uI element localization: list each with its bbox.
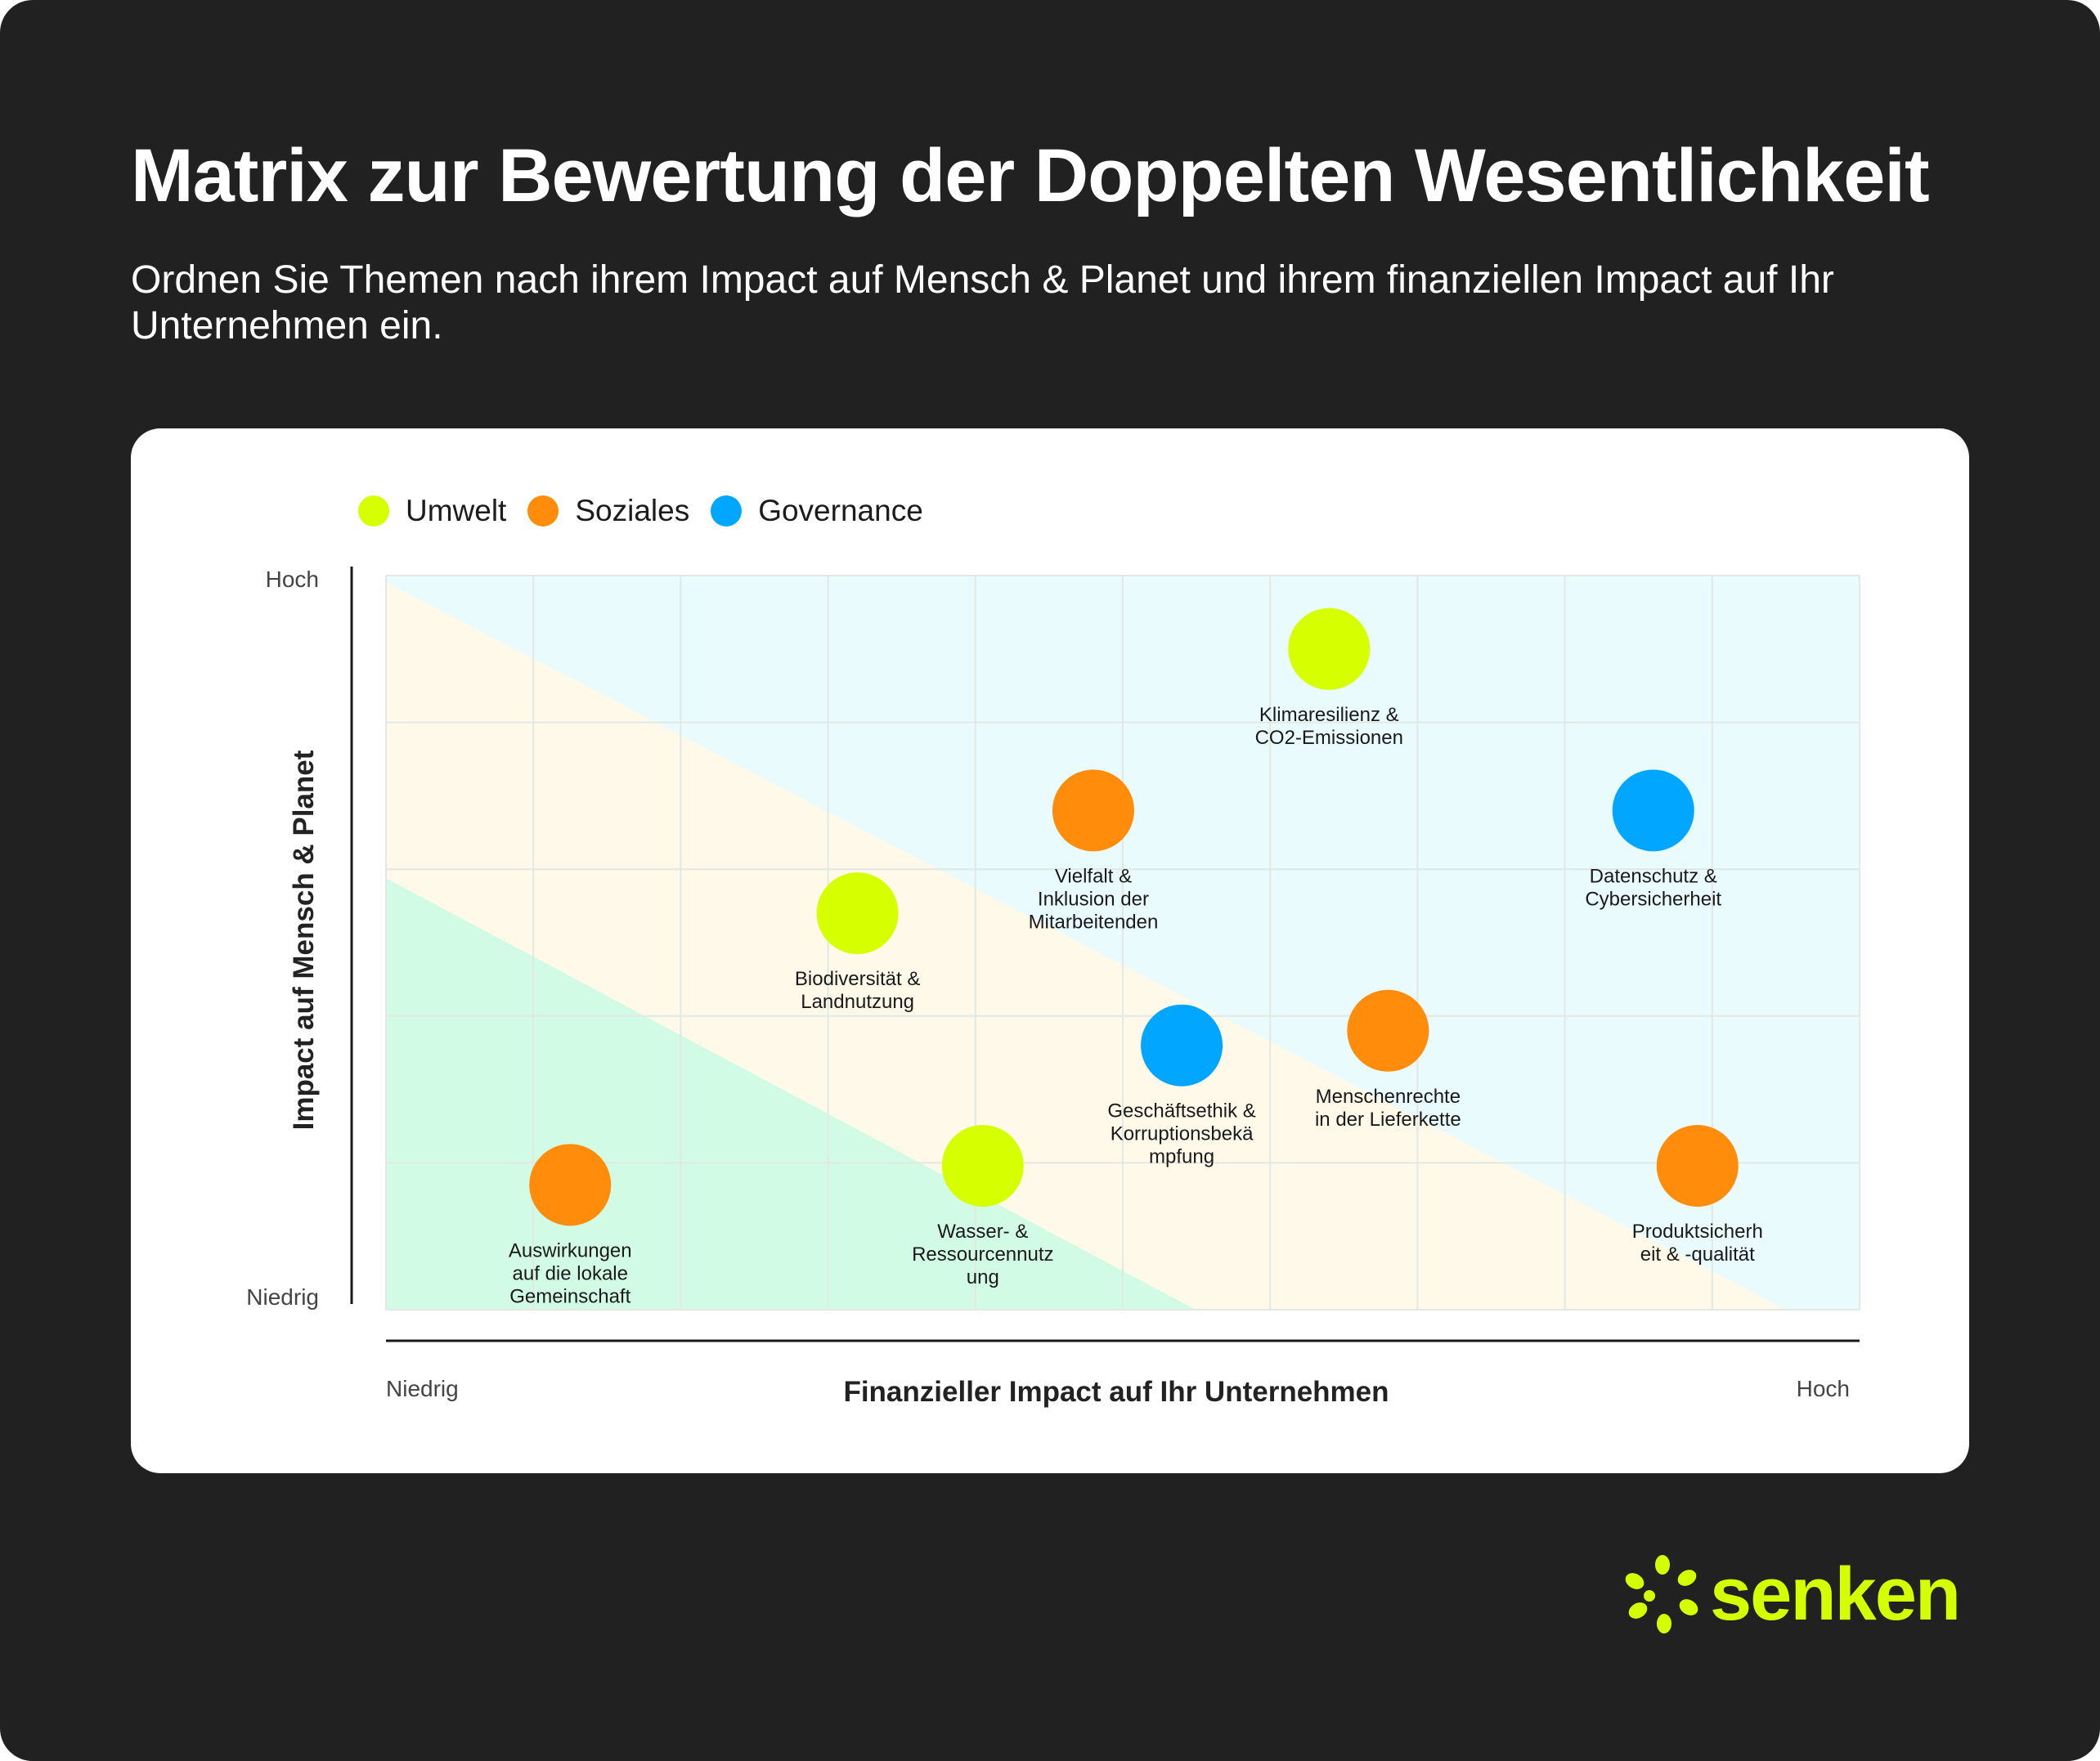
- x-tick-label-low: Niedrig: [386, 1376, 459, 1401]
- logo-text: senken: [1710, 1552, 1961, 1636]
- data-point-label: Vielfalt & Inklusion der Mitarbeitenden: [1029, 865, 1159, 933]
- legend-item-umwelt: Umwelt: [358, 494, 506, 528]
- data-point-soziales: [529, 1144, 612, 1226]
- data-point-umwelt: [816, 872, 899, 955]
- data-point-label: Klimaresilienz & CO2-Emissionen: [1255, 704, 1403, 749]
- x-axis-title: Finanzieller Impact auf Ihr Unternehmen: [843, 1376, 1389, 1408]
- data-point-label-line: Klimaresilienz &: [1259, 704, 1399, 726]
- senken-logo: senken: [1623, 1549, 1961, 1639]
- data-point-label-line: Korruptionsbekä: [1111, 1123, 1254, 1145]
- data-point-label: Biodiversität & Landnutzung: [795, 968, 920, 1013]
- data-point-label-line: ung: [967, 1266, 999, 1288]
- y-axis-title: Impact auf Mensch & Planet: [288, 750, 320, 1130]
- data-point-label-line: Gemeinschaft: [509, 1285, 630, 1307]
- data-point-soziales: [1656, 1124, 1739, 1207]
- legend-dot-governance: [711, 495, 743, 527]
- data-point-label-line: Auswirkungen: [509, 1239, 632, 1261]
- data-point-label-line: Cybersicherheit: [1585, 888, 1721, 910]
- data-point-label-line: Datenschutz &: [1590, 865, 1717, 887]
- data-point-label-line: Vielfalt &: [1055, 865, 1132, 887]
- data-point-soziales: [1052, 769, 1134, 852]
- data-point-label-line: Produktsicherh: [1632, 1221, 1763, 1243]
- legend-label-soziales: Soziales: [575, 494, 690, 527]
- data-point-umwelt: [1288, 607, 1371, 690]
- legend-label-governance: Governance: [758, 494, 923, 527]
- chart-legend: Umwelt Soziales Governance: [358, 491, 923, 531]
- data-point-label: Menschenrechte in der Lieferkette: [1315, 1086, 1461, 1131]
- data-point-label-line: eit & -qualität: [1640, 1243, 1755, 1266]
- data-point-soziales: [1347, 989, 1429, 1072]
- data-point-governance: [1141, 1004, 1223, 1087]
- data-point-label-line: Ressourcennutz: [912, 1243, 1053, 1266]
- data-point-label: Geschäftsethik & Korruptionsbekä mpfung: [1107, 1100, 1255, 1168]
- data-point-label-line: Biodiversität &: [795, 968, 920, 990]
- data-point-label-line: Menschenrechte: [1316, 1086, 1461, 1108]
- data-point-label: Wasser- & Ressourcennutz ung: [912, 1221, 1053, 1288]
- y-tick-label-high: Hoch: [266, 567, 319, 592]
- data-point-umwelt: [941, 1124, 1024, 1207]
- legend-item-governance: Governance: [711, 494, 923, 528]
- data-point-label-line: Inklusion der: [1038, 888, 1149, 910]
- data-point-label: Auswirkungen auf die lokale Gemeinschaft: [509, 1239, 632, 1307]
- senken-logo-mark-icon: [1625, 1555, 1698, 1633]
- data-point-label: Datenschutz & Cybersicherheit: [1585, 865, 1721, 910]
- data-point-label-line: mpfung: [1149, 1146, 1214, 1168]
- data-point-label-line: auf die lokale: [513, 1262, 628, 1284]
- data-point-label-line: in der Lieferkette: [1315, 1109, 1461, 1131]
- legend-item-soziales: Soziales: [527, 494, 689, 528]
- y-tick-label-low: Niedrig: [246, 1284, 319, 1310]
- data-point-label-line: Landnutzung: [801, 991, 914, 1013]
- data-point-label-line: Mitarbeitenden: [1029, 911, 1159, 933]
- data-point-label: Produktsicherh eit & -qualität: [1632, 1221, 1763, 1266]
- data-point-governance: [1612, 769, 1694, 852]
- page-subtitle: Ordnen Sie Themen nach ihrem Impact auf …: [131, 258, 1834, 347]
- legend-dot-soziales: [527, 495, 559, 527]
- legend-label-umwelt: Umwelt: [406, 494, 507, 527]
- x-tick-label-high: Hoch: [1797, 1376, 1850, 1401]
- data-point-label-line: Geschäftsethik &: [1107, 1100, 1255, 1122]
- page-title: Matrix zur Bewertung der Doppelten Wesen…: [131, 134, 1930, 217]
- data-point-label-line: CO2-Emissionen: [1255, 727, 1403, 749]
- data-point-label-line: Wasser- &: [937, 1221, 1028, 1243]
- legend-dot-umwelt: [358, 495, 389, 527]
